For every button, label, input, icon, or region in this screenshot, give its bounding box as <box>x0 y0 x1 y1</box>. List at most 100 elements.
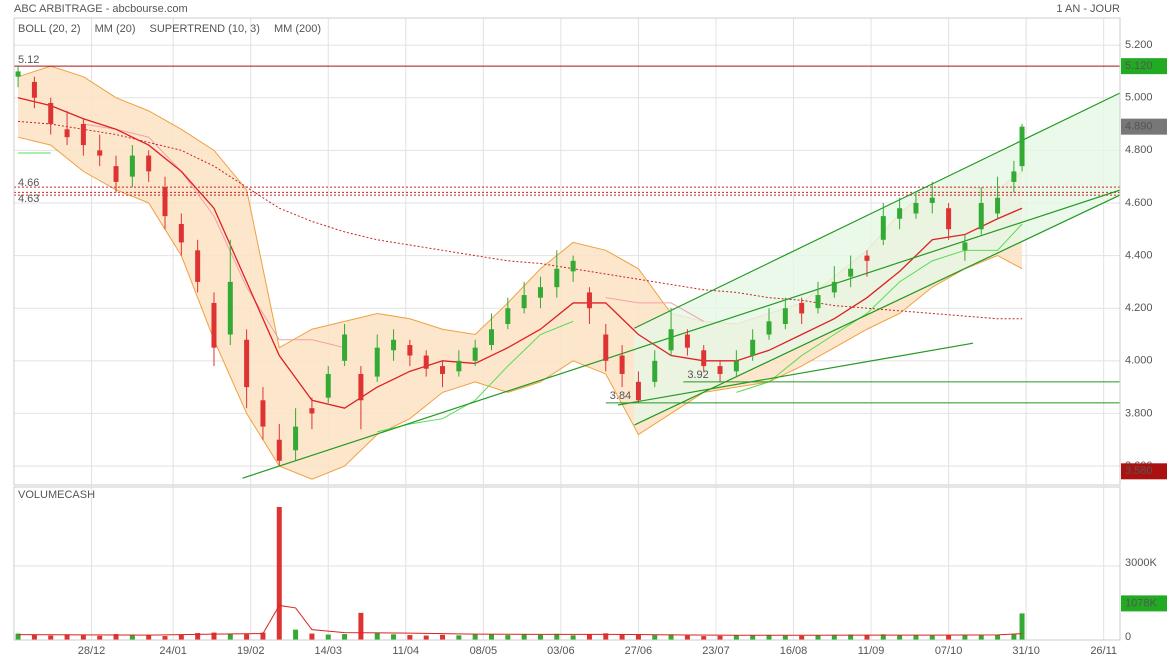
y-tick-label: 4.000 <box>1125 355 1153 367</box>
volume-title: VOLUMECASH <box>18 489 95 501</box>
candle-body <box>374 347 380 377</box>
candle-body <box>129 155 135 177</box>
y-tick-label: 4.600 <box>1125 197 1153 209</box>
volume-bar <box>537 634 543 640</box>
candle-body <box>146 155 152 172</box>
price-badge <box>1121 595 1167 612</box>
volume-bar <box>195 633 201 640</box>
volume-bar <box>570 635 576 640</box>
candle-body <box>717 366 723 374</box>
candle-body <box>31 81 37 98</box>
candle-body <box>97 150 103 156</box>
support-label: 3.84 <box>610 390 631 402</box>
volume-bar <box>391 634 397 640</box>
volume-bar <box>554 633 560 640</box>
volume-bar <box>586 634 592 640</box>
volume-bar <box>652 635 658 640</box>
level-label: 4.66 <box>18 177 39 189</box>
volume-bar <box>129 635 135 640</box>
volume-bar <box>635 634 641 640</box>
boll-lower <box>17 136 1023 480</box>
volume-bar <box>358 612 364 640</box>
candle-body <box>488 329 494 346</box>
y-tick-label: 5.000 <box>1125 92 1153 104</box>
level-label: 5.12 <box>18 54 39 66</box>
x-tick-label: 11/04 <box>392 645 419 657</box>
period: 1 AN - JOUR <box>1056 3 1120 15</box>
volume-bar <box>48 635 54 640</box>
x-tick-label: 23/07 <box>702 645 730 657</box>
volume-bar <box>946 635 952 640</box>
candle-body <box>260 400 266 427</box>
candle-body <box>456 360 462 372</box>
volume-bar <box>782 635 788 640</box>
candle-body <box>276 439 282 461</box>
volume-bar <box>211 632 217 640</box>
x-tick-label: 28/12 <box>78 645 106 657</box>
candle-body <box>619 355 625 374</box>
candle-body <box>521 295 527 309</box>
candle-body <box>880 216 886 240</box>
volume-bar <box>701 636 707 640</box>
candle-body <box>733 360 739 372</box>
axis-layer: 28/12 24/01 19/02 14/03 11/04 08/05 03/06 27/06… <box>18 39 1167 657</box>
volume-bar <box>962 634 968 640</box>
candle-body <box>570 260 576 272</box>
legend-entry: SUPERTREND (10, 3) <box>150 23 260 35</box>
price-badge-label: 5.120 <box>1125 60 1153 72</box>
boll-band-fill <box>18 66 1023 480</box>
candle-body <box>815 295 821 309</box>
y-tick-label: 0 <box>1125 631 1131 643</box>
x-tick-label: 16/08 <box>780 645 808 657</box>
candle-body <box>293 426 299 451</box>
candle-body <box>15 71 21 77</box>
volume-bar <box>619 634 625 640</box>
volume-bar <box>146 634 152 640</box>
volume-bar <box>717 635 723 640</box>
candle-body <box>358 373 364 401</box>
x-tick-label: 07/10 <box>935 645 963 657</box>
candle-body <box>995 197 1001 214</box>
volume-bar <box>864 635 870 640</box>
candle-body <box>603 334 609 361</box>
y-tick-label: 3.800 <box>1125 407 1153 419</box>
candle-body <box>635 381 641 401</box>
volume-bar <box>342 634 348 640</box>
volume-bar <box>31 634 37 640</box>
y-tick-label: 4.400 <box>1125 249 1153 261</box>
price-badge <box>1121 58 1167 75</box>
volume-bar <box>472 634 478 640</box>
volume-bar <box>978 635 984 640</box>
volume-bar <box>913 634 919 640</box>
volume-bar <box>423 635 429 640</box>
volume-bar <box>227 633 233 640</box>
candle-body <box>929 197 935 203</box>
candle-body <box>407 345 413 356</box>
x-tick-label: 03/06 <box>547 645 575 657</box>
supertrend-up <box>736 223 1023 393</box>
volume-bar <box>1019 613 1025 640</box>
volume-bar <box>521 634 527 640</box>
legend-entry: BOLL (20, 2) <box>18 23 81 35</box>
candle-body <box>913 202 919 214</box>
volume-bar <box>897 635 903 640</box>
volume-bar <box>929 635 935 640</box>
volume-bar <box>374 633 380 640</box>
x-tick-label: 24/01 <box>159 645 187 657</box>
candle-body <box>978 202 984 230</box>
grid-layer <box>14 18 1120 641</box>
mm20 <box>17 97 1023 409</box>
candle-body <box>391 339 397 351</box>
supertrend-up <box>377 320 574 433</box>
price-badge <box>1121 463 1167 480</box>
volume-bar <box>815 635 821 640</box>
x-tick-label: 26/11 <box>1090 645 1117 657</box>
price-badge <box>1121 118 1167 135</box>
volume-bar <box>880 634 886 640</box>
volume-bar <box>309 633 315 640</box>
candle-body <box>586 292 592 309</box>
volume-bar <box>15 633 21 640</box>
volume-bar <box>113 634 119 640</box>
volume-bar <box>505 635 511 640</box>
